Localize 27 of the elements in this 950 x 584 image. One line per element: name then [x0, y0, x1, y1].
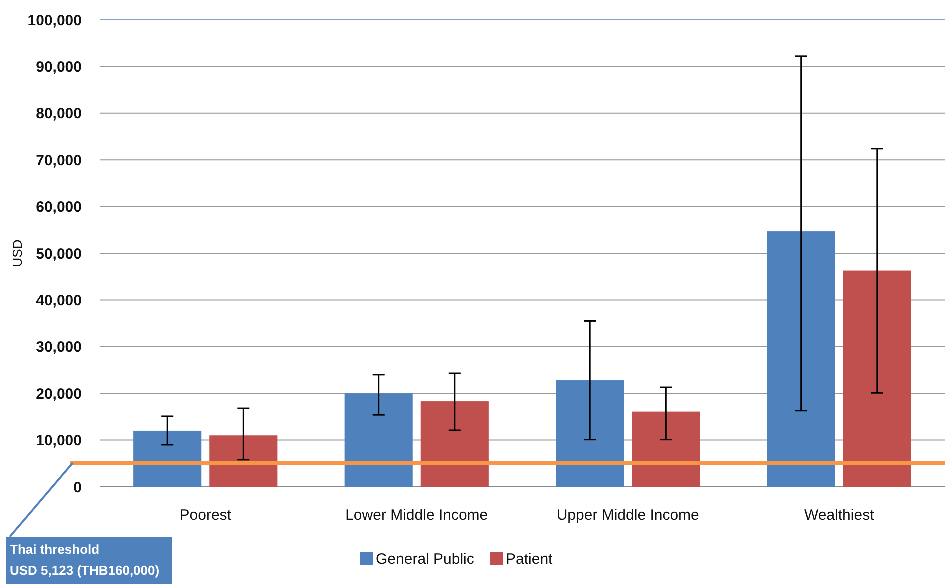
bar — [632, 412, 700, 487]
y-tick-label: 0 — [74, 479, 82, 496]
y-tick-label: 70,000 — [36, 152, 82, 170]
y-tick-label: 90,000 — [36, 58, 82, 76]
y-tick-label: 100,000 — [28, 12, 82, 30]
y-tick-label: 20,000 — [36, 386, 82, 403]
y-tick-label: 40,000 — [36, 292, 82, 310]
legend-label: General Public — [376, 551, 475, 568]
ref-line-label: Thai threshold USD 5,123 (THB160,000) — [10, 542, 160, 578]
y-tick-label: 50,000 — [36, 246, 82, 263]
bar — [210, 436, 278, 487]
y-axis-title: USD — [10, 240, 25, 268]
y-tick-label: 80,000 — [36, 106, 82, 123]
y-tick-label: 60,000 — [36, 199, 82, 216]
x-tick-label: Poorest — [180, 507, 232, 524]
bar — [767, 232, 836, 487]
bar — [420, 402, 489, 487]
legend-label: Patient — [506, 551, 554, 568]
y-tick-label: 30,000 — [36, 339, 82, 356]
y-tick-label: 10,000 — [36, 432, 82, 450]
bar — [344, 394, 413, 487]
bar — [556, 380, 624, 487]
bar — [843, 270, 912, 487]
x-tick-label: Lower Middle Income — [346, 507, 488, 524]
x-tick-label: Wealthiest — [804, 507, 876, 524]
bar — [134, 430, 202, 487]
x-tick-label: Upper Middle Income — [556, 507, 700, 524]
